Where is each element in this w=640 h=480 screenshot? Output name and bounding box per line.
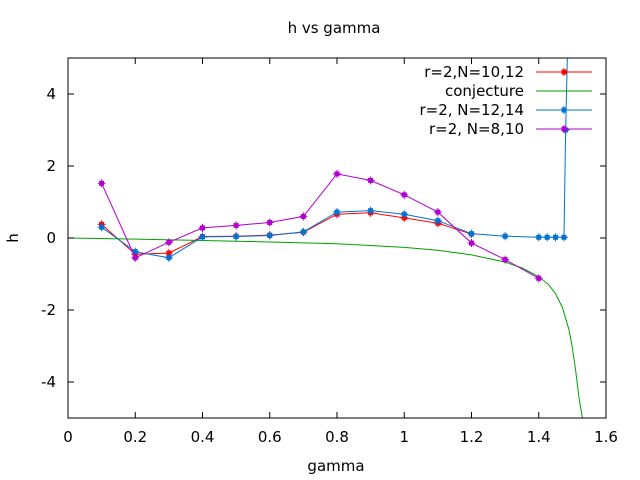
- x-tick-label: 1.2: [460, 428, 484, 446]
- x-tick-label: 0.2: [123, 428, 147, 446]
- legend-marker: [560, 68, 568, 76]
- data-point: [433, 216, 442, 225]
- x-tick-label: 1: [399, 428, 409, 446]
- y-tick-label: 4: [46, 85, 56, 103]
- series-line: [101, 173, 539, 279]
- series-1: [68, 237, 583, 418]
- legend-item: r=2,N=10,12: [424, 63, 592, 81]
- data-point: [198, 232, 207, 241]
- data-point: [400, 210, 409, 219]
- data-point: [265, 218, 274, 227]
- data-point: [164, 253, 173, 262]
- series-layer: [68, 58, 583, 418]
- x-tick-label: 0.4: [191, 428, 215, 446]
- series-line: [68, 237, 583, 418]
- data-point: [366, 206, 375, 215]
- legend-label: r=2, N=8,10: [429, 120, 524, 138]
- data-point: [534, 233, 543, 242]
- x-axis-title: gamma: [307, 457, 364, 475]
- legend-label: r=2,N=10,12: [424, 63, 524, 81]
- data-point: [299, 212, 308, 221]
- x-tick-label: 1.4: [527, 428, 551, 446]
- chart-title: h vs gamma: [288, 19, 381, 37]
- data-point: [501, 232, 510, 241]
- data-point: [265, 231, 274, 240]
- data-point: [543, 233, 552, 242]
- x-tick-label: 0: [63, 428, 73, 446]
- y-tick-label: 0: [46, 229, 56, 247]
- x-tick-label: 1.6: [594, 428, 618, 446]
- series-3: [97, 169, 543, 283]
- legend-item: r=2, N=12,14: [419, 101, 592, 119]
- y-tick-label: -4: [41, 373, 56, 391]
- data-point: [198, 223, 207, 232]
- data-point: [97, 223, 106, 232]
- data-point: [467, 239, 476, 248]
- legend-item: conjecture: [445, 82, 592, 100]
- data-point: [534, 274, 543, 283]
- data-point: [97, 179, 106, 188]
- data-point: [131, 253, 140, 262]
- data-point: [559, 233, 568, 242]
- x-tick-label: 0.8: [325, 428, 349, 446]
- legend-marker: [560, 106, 568, 114]
- data-point: [232, 232, 241, 241]
- data-point: [433, 208, 442, 217]
- y-tick-label: -2: [41, 301, 56, 319]
- x-tick-label: 0.6: [258, 428, 282, 446]
- data-point: [551, 233, 560, 242]
- y-tick-label: 2: [46, 157, 56, 175]
- data-point: [232, 221, 241, 230]
- data-point: [333, 208, 341, 217]
- data-point: [366, 176, 375, 185]
- data-point: [501, 255, 510, 264]
- data-point: [164, 238, 173, 247]
- data-point: [400, 190, 409, 199]
- axis-layer: 0 0.2 0.4 0.6 0.8 1 1.2 1.4 1.6 -4 -2 0 2 4: [41, 57, 618, 446]
- legend-label: r=2, N=12,14: [419, 101, 524, 119]
- data-point: [333, 169, 341, 178]
- data-point: [467, 229, 476, 238]
- data-point: [299, 227, 308, 236]
- legend-marker: [560, 125, 568, 133]
- legend-item: r=2, N=8,10: [429, 120, 592, 138]
- legend-label: conjecture: [445, 82, 524, 100]
- series-2: [97, 58, 570, 262]
- plot-frame: [67, 57, 607, 419]
- y-axis-title: h: [4, 233, 22, 243]
